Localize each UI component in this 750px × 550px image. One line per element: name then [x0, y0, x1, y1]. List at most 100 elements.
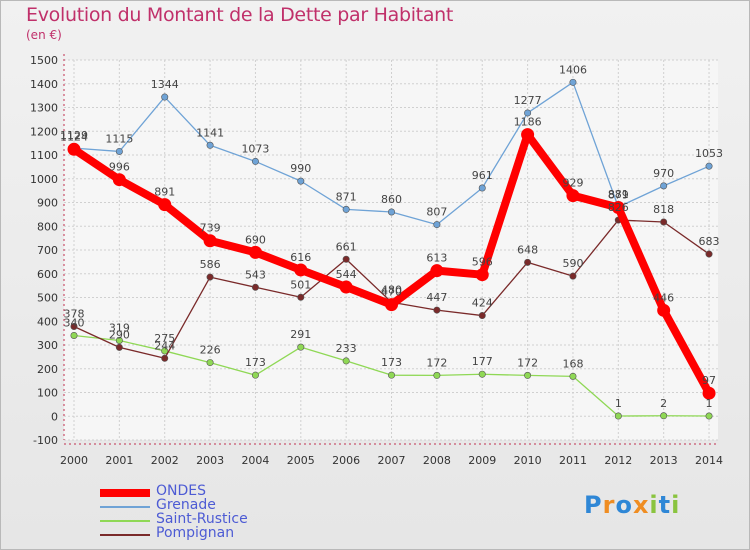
- logo-letter: P: [584, 491, 603, 519]
- data-label-pompignan: 244: [154, 339, 175, 352]
- data-point-grenade: [388, 208, 396, 216]
- data-point-saint-rustice: [206, 359, 214, 367]
- data-point-ondes: [203, 234, 217, 248]
- data-label-ondes: 1124: [60, 130, 88, 143]
- data-label-grenade: 1053: [695, 147, 723, 160]
- data-point-grenade: [660, 182, 668, 190]
- data-label-saint-rustice: 340: [64, 317, 85, 330]
- legend-swatch: [100, 489, 150, 497]
- proxiti-logo: Proxiti: [584, 491, 680, 519]
- x-tick-label: 2007: [378, 454, 406, 467]
- logo-letter: i: [671, 491, 681, 519]
- legend-item: Saint-Rustice: [100, 511, 300, 528]
- legend-label: ONDES: [156, 483, 207, 499]
- data-point-grenade: [251, 157, 259, 165]
- data-label-saint-rustice: 173: [245, 356, 266, 369]
- x-tick-label: 2012: [604, 454, 632, 467]
- data-point-saint-rustice: [70, 331, 78, 339]
- data-point-pompignan: [660, 218, 668, 226]
- legend-label: Saint-Rustice: [156, 511, 248, 527]
- data-label-grenade: 860: [381, 193, 402, 206]
- y-tick-label: 400: [37, 315, 58, 328]
- data-point-pompignan: [161, 354, 169, 362]
- data-label-grenade: 970: [653, 167, 674, 180]
- data-point-grenade: [161, 93, 169, 101]
- data-point-grenade: [478, 184, 486, 192]
- data-point-saint-rustice: [614, 412, 622, 420]
- x-tick-label: 2009: [468, 454, 496, 467]
- x-tick-label: 2005: [287, 454, 315, 467]
- data-label-pompignan: 826: [608, 201, 629, 214]
- data-label-saint-rustice: 1: [615, 397, 622, 410]
- legend-item: Grenade: [100, 497, 300, 514]
- data-label-grenade: 1277: [514, 94, 542, 107]
- y-tick-label: 100: [37, 387, 58, 400]
- data-label-ondes: 616: [290, 251, 311, 264]
- y-tick-label: 1400: [30, 78, 58, 91]
- data-label-pompignan: 648: [517, 243, 538, 256]
- data-point-saint-rustice: [297, 343, 305, 351]
- data-label-saint-rustice: 1: [706, 397, 713, 410]
- data-label-pompignan: 683: [699, 235, 720, 248]
- data-point-pompignan: [251, 283, 259, 291]
- data-label-ondes: 544: [336, 268, 357, 281]
- data-point-pompignan: [206, 273, 214, 281]
- data-point-grenade: [342, 205, 350, 213]
- y-tick-label: 200: [37, 363, 58, 376]
- data-point-ondes: [475, 268, 489, 282]
- data-label-pompignan: 543: [245, 268, 266, 281]
- data-point-pompignan: [705, 250, 713, 258]
- data-label-grenade: 881: [608, 188, 629, 201]
- data-point-grenade: [433, 221, 441, 229]
- data-point-pompignan: [433, 306, 441, 314]
- data-point-pompignan: [70, 322, 78, 330]
- logo-letter: r: [602, 491, 616, 519]
- data-label-pompignan: 447: [426, 291, 447, 304]
- y-tick-label: 1500: [30, 54, 58, 67]
- data-point-ondes: [521, 128, 535, 142]
- data-point-ondes: [67, 142, 81, 156]
- data-label-grenade: 1073: [241, 142, 269, 155]
- data-point-saint-rustice: [115, 336, 123, 344]
- data-point-grenade: [569, 78, 577, 86]
- data-label-saint-rustice: 177: [472, 355, 493, 368]
- data-point-pompignan: [478, 312, 486, 320]
- x-tick-label: 2013: [650, 454, 678, 467]
- data-label-grenade: 1141: [196, 126, 224, 139]
- y-tick-label: 300: [37, 339, 58, 352]
- data-label-pompignan: 424: [472, 297, 493, 310]
- data-label-ondes: 891: [154, 186, 175, 199]
- data-label-saint-rustice: 172: [517, 356, 538, 369]
- data-point-ondes: [611, 200, 625, 214]
- data-point-saint-rustice: [433, 371, 441, 379]
- x-tick-label: 2011: [559, 454, 587, 467]
- data-point-ondes: [702, 386, 716, 400]
- data-label-ondes: 879: [608, 188, 629, 201]
- data-point-saint-rustice: [251, 371, 259, 379]
- data-point-ondes: [112, 173, 126, 187]
- y-tick-label: 1300: [30, 102, 58, 115]
- y-tick-label: 600: [37, 268, 58, 281]
- data-label-grenade: 990: [290, 162, 311, 175]
- x-tick-label: 2008: [423, 454, 451, 467]
- data-point-saint-rustice: [342, 357, 350, 365]
- data-label-ondes: 739: [200, 222, 221, 235]
- data-label-saint-rustice: 275: [154, 332, 175, 345]
- data-point-ondes: [657, 303, 671, 317]
- data-label-ondes: 929: [562, 177, 583, 190]
- data-point-pompignan: [297, 293, 305, 301]
- plot-area: [64, 60, 718, 440]
- y-tick-label: 0: [51, 410, 58, 423]
- data-point-pompignan: [569, 272, 577, 280]
- data-label-grenade: 1115: [105, 132, 133, 145]
- data-label-saint-rustice: 168: [562, 357, 583, 370]
- data-point-ondes: [385, 298, 399, 312]
- x-tick-label: 2000: [60, 454, 88, 467]
- data-label-grenade: 807: [426, 206, 447, 219]
- data-point-saint-rustice: [161, 347, 169, 355]
- legend-label: Pompignan: [156, 525, 235, 541]
- x-tick-label: 2003: [196, 454, 224, 467]
- logo-letter: i: [649, 491, 659, 519]
- data-point-grenade: [705, 162, 713, 170]
- data-label-saint-rustice: 291: [290, 328, 311, 341]
